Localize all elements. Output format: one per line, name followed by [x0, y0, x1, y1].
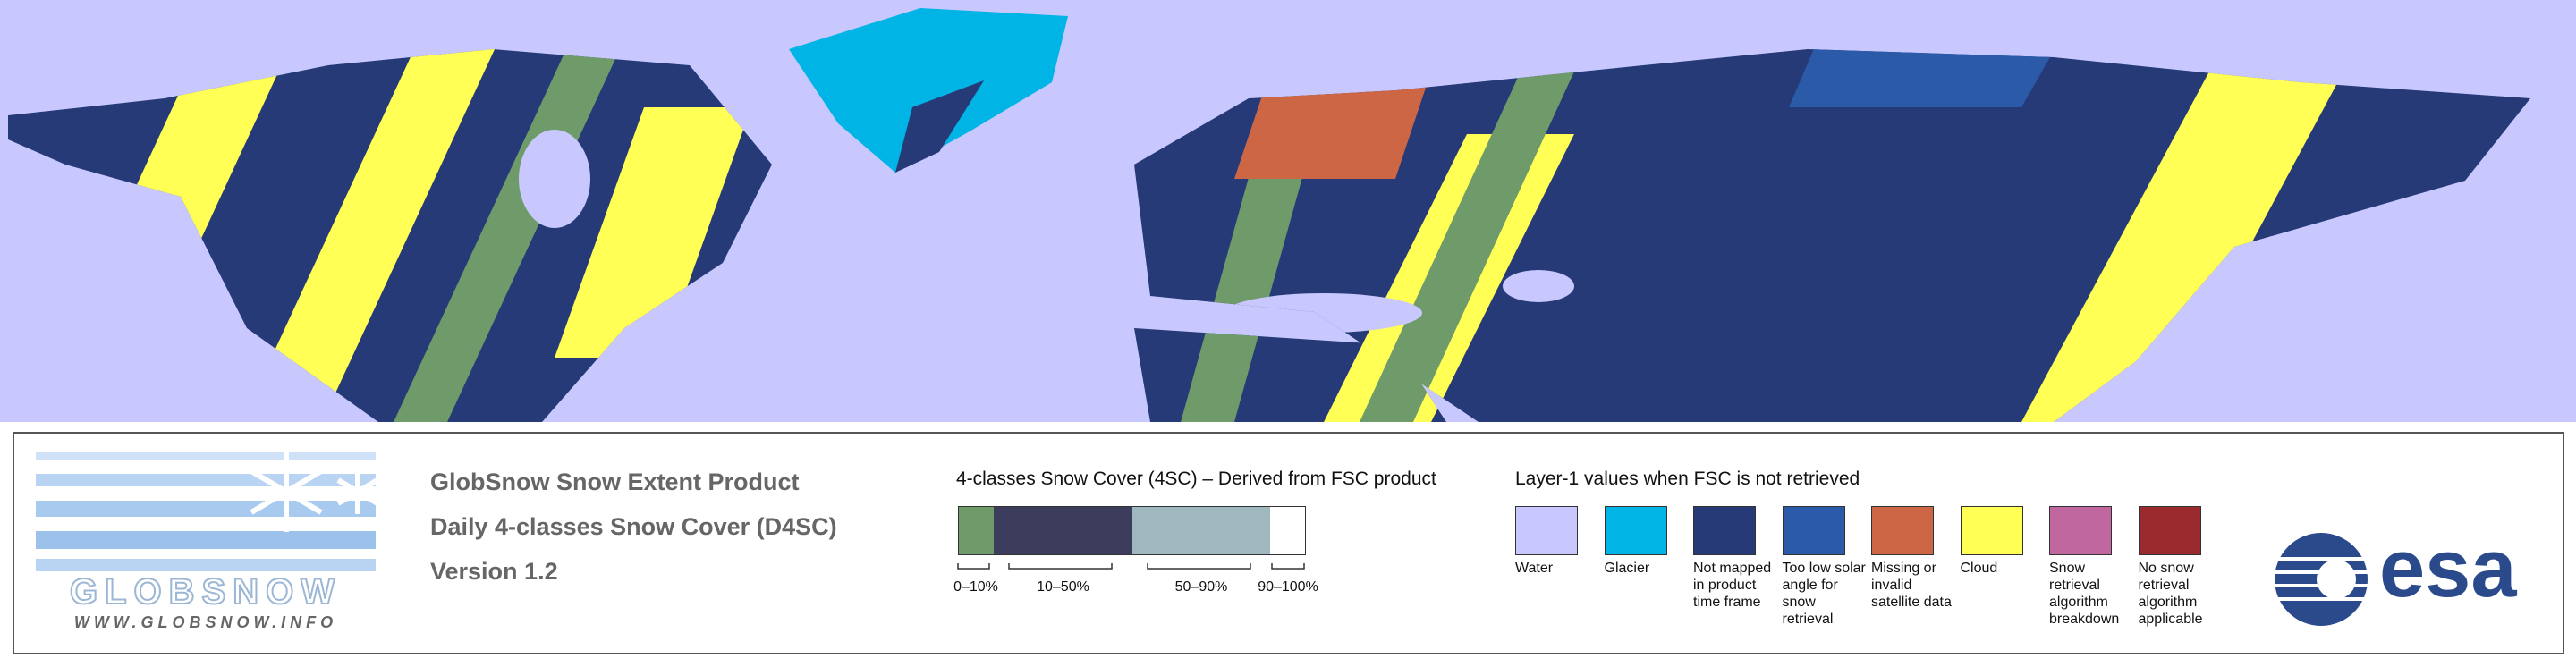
snow-cover-title: 4-classes Snow Cover (4SC) – Derived fro… — [956, 469, 1436, 489]
legend-label: Too low solar angle for snow retrieval — [1782, 561, 1866, 627]
legend-label: Not mapped in product time frame — [1693, 561, 1772, 610]
legend-label: Water — [1515, 561, 1554, 576]
range-brackets — [957, 563, 1305, 570]
legend-label: Cloud — [1960, 561, 1998, 576]
snow-free-swath — [1360, 72, 1574, 422]
legend-label: No snow retrieval algorithm applicable — [2138, 561, 2203, 627]
logo-stripe — [36, 559, 376, 571]
low-solar-area — [1789, 49, 2057, 107]
class-swatch — [994, 506, 1132, 555]
greenland-unmapped — [895, 80, 984, 173]
layer1-title: Layer-1 values when FSC is not retrieved — [1515, 469, 1860, 489]
class-label: 90–100% — [1258, 579, 1318, 595]
class-swatch — [1270, 506, 1306, 555]
logo-stripe — [36, 474, 376, 486]
product-line: GlobSnow Snow Extent Product — [430, 469, 800, 495]
legend-swatch — [1515, 506, 1578, 555]
class-label: 0–10% — [953, 579, 998, 595]
class-label: 50–90% — [1174, 579, 1228, 595]
logo-stripe — [36, 501, 376, 517]
globsnow-logo — [36, 452, 379, 571]
logo-name: GLOBSNOW — [69, 571, 342, 612]
product-line: Version 1.2 — [430, 558, 558, 585]
legend-label: Snow retrieval algorithm breakdown — [2049, 561, 2120, 627]
legend-label: Glacier — [1604, 561, 1650, 576]
missing-data — [1234, 72, 1431, 179]
cloud-swath — [555, 107, 751, 358]
bay — [519, 130, 590, 228]
snowflake — [250, 452, 379, 532]
greenland — [789, 8, 1068, 173]
legend-swatch — [2138, 506, 2201, 555]
cloud-swath — [2021, 72, 2343, 422]
legend-swatch — [1693, 506, 1756, 555]
legend-swatch — [1604, 506, 1667, 555]
logo-url: WWW.GLOBSNOW.INFO — [73, 613, 338, 631]
logo-stripe — [36, 452, 376, 460]
legend-swatch — [1871, 506, 1934, 555]
esa-emblem-center — [2317, 560, 2356, 599]
esa-logo — [2275, 533, 2368, 626]
legend-swatch — [1782, 506, 1845, 555]
legend-swatch — [1960, 506, 2023, 555]
legend-label: Missing or invalid satellite data — [1871, 561, 1952, 610]
sea — [1503, 270, 1574, 302]
cloud-swath — [242, 49, 501, 422]
class-label: 10–50% — [1037, 579, 1089, 595]
class-swatch — [958, 506, 994, 555]
class-swatch — [1132, 506, 1270, 555]
snow-free-swath — [394, 49, 626, 422]
esa-wordmark: esa — [2379, 523, 2517, 614]
product-line: Daily 4-classes Snow Cover (D4SC) — [430, 513, 837, 540]
legend-swatch — [2049, 506, 2112, 555]
land — [8, 49, 2530, 422]
logo-stripe — [36, 531, 376, 549]
